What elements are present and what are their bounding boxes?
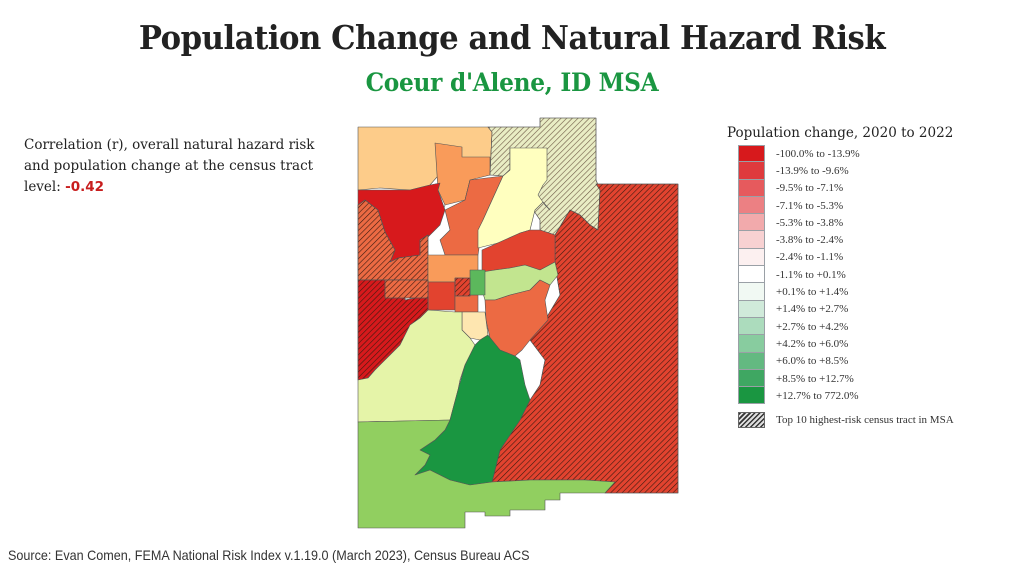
choropleth-map — [357, 117, 679, 529]
legend-title: Population change, 2020 to 2022 — [727, 125, 954, 141]
legend: Population change, 2020 to 2022 -100.0% … — [727, 125, 1017, 429]
legend-item: -3.8% to -2.4% — [738, 231, 1017, 249]
legend-swatch — [738, 300, 765, 318]
legend-swatch — [738, 179, 765, 197]
legend-swatch — [738, 145, 765, 163]
legend-item: -100.0% to -13.9% — [738, 145, 1017, 163]
legend-item: -9.5% to -7.1% — [738, 179, 1017, 197]
legend-swatch — [738, 283, 765, 301]
legend-swatch — [738, 214, 765, 232]
legend-label: +4.2% to +6.0% — [776, 337, 849, 350]
legend-swatch — [738, 387, 765, 405]
legend-label: Top 10 highest-risk census tract in MSA — [776, 414, 954, 427]
legend-swatch — [738, 196, 765, 215]
legend-swatch — [738, 248, 765, 267]
legend-item: +8.5% to +12.7% — [738, 369, 1017, 388]
legend-item: -5.3% to -3.8% — [738, 214, 1017, 232]
legend-swatch — [738, 231, 765, 249]
legend-label: +12.7% to 772.0% — [776, 389, 859, 402]
legend-label: -3.8% to -2.4% — [776, 234, 844, 247]
legend-item: +2.7% to +4.2% — [738, 317, 1017, 336]
tract-pale-yellow — [477, 147, 551, 249]
correlation-note: Correlation (r), overall natural hazard … — [24, 135, 334, 198]
legend-label: -9.5% to -7.1% — [776, 182, 844, 195]
legend-swatch — [738, 352, 765, 370]
legend-swatch — [738, 317, 765, 336]
legend-label: +2.7% to +4.2% — [776, 320, 849, 333]
legend-label: +8.5% to +12.7% — [776, 372, 854, 385]
hatch-swatch-icon — [738, 412, 765, 429]
legend-label: -2.4% to -1.1% — [776, 251, 844, 264]
legend-item: -1.1% to +0.1% — [738, 266, 1017, 284]
legend-item: +6.0% to +8.5% — [738, 352, 1017, 370]
legend-item: -7.1% to -5.3% — [738, 196, 1017, 215]
legend-label: +0.1% to +1.4% — [776, 286, 849, 299]
tract-south-green — [357, 419, 616, 529]
tract-small-green — [469, 269, 486, 296]
legend-item: -2.4% to -1.1% — [738, 248, 1017, 267]
legend-label: -13.9% to -9.6% — [776, 164, 849, 177]
legend-item: +4.2% to +6.0% — [738, 335, 1017, 353]
page-subtitle: Coeur d'Alene, ID MSA — [365, 68, 659, 97]
page-title: Population Change and Natural Hazard Ris… — [138, 18, 886, 57]
legend-item: +12.7% to 772.0% — [738, 387, 1017, 405]
legend-label: +1.4% to +2.7% — [776, 303, 849, 316]
tract-central-c — [427, 281, 456, 311]
legend-item-hatch: Top 10 highest-risk census tract in MSA — [738, 412, 1017, 429]
source-note: Source: Evan Comen, FEMA National Risk I… — [8, 547, 530, 563]
legend-label: -7.1% to -5.3% — [776, 199, 844, 212]
legend-swatch — [738, 369, 765, 388]
legend-swatch — [738, 335, 765, 353]
legend-item: -13.9% to -9.6% — [738, 162, 1017, 180]
legend-label: +6.0% to +8.5% — [776, 355, 849, 368]
correlation-text: Correlation (r), overall natural hazard … — [24, 137, 315, 195]
legend-label: -1.1% to +0.1% — [776, 268, 846, 281]
correlation-value: -0.42 — [65, 179, 105, 195]
legend-swatch — [738, 162, 765, 180]
legend-label: -5.3% to -3.8% — [776, 216, 844, 229]
legend-swatch — [738, 266, 765, 284]
legend-label: -100.0% to -13.9% — [776, 147, 860, 160]
legend-item: +0.1% to +1.4% — [738, 283, 1017, 301]
legend-item: +1.4% to +2.7% — [738, 300, 1017, 318]
